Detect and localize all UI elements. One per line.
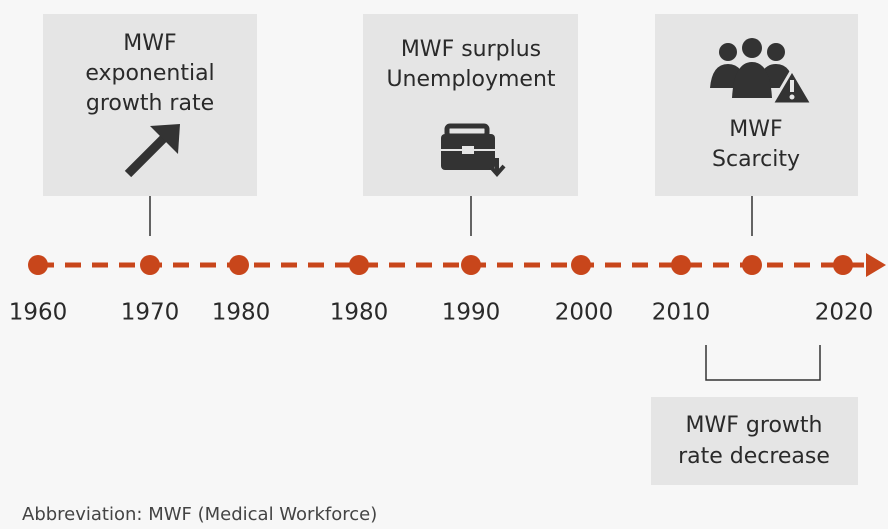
event-label: Unemployment	[386, 67, 555, 92]
year-label: 1970	[121, 300, 180, 326]
year-label: 2020	[815, 300, 874, 326]
year-label: 1960	[9, 300, 68, 326]
timeline-dot	[833, 255, 853, 275]
timeline-dot	[742, 255, 762, 275]
note-label: rate decrease	[678, 444, 830, 469]
briefcase-icon	[441, 123, 506, 178]
people-warning-icon	[710, 38, 815, 106]
year-label: 2010	[652, 300, 711, 326]
timeline-dot	[461, 255, 481, 275]
note-label: MWF growth	[686, 413, 823, 438]
growth-arrow-icon	[124, 124, 180, 178]
timeline-dot	[229, 255, 249, 275]
year-label: 1980	[212, 300, 271, 326]
timeline-dot	[571, 255, 591, 275]
note-box	[651, 397, 858, 485]
footnote: Abbreviation: MWF (Medical Workforce)	[22, 504, 377, 525]
timeline-dot	[671, 255, 691, 275]
bracket	[705, 345, 821, 381]
event-label: MWF	[729, 117, 782, 142]
event-label: growth rate	[86, 91, 214, 116]
year-label: 2000	[555, 300, 614, 326]
event-label: MWF surplus	[401, 37, 541, 62]
timeline-dot	[28, 255, 48, 275]
timeline-arrowhead	[866, 253, 886, 277]
timeline-dot	[349, 255, 369, 275]
year-label: 1980	[330, 300, 389, 326]
year-label: 1990	[442, 300, 501, 326]
event-label: MWF	[123, 31, 176, 56]
event-label: Scarcity	[712, 147, 800, 172]
timeline-dot	[140, 255, 160, 275]
event-label: exponential	[85, 61, 214, 86]
event-box	[43, 14, 257, 196]
